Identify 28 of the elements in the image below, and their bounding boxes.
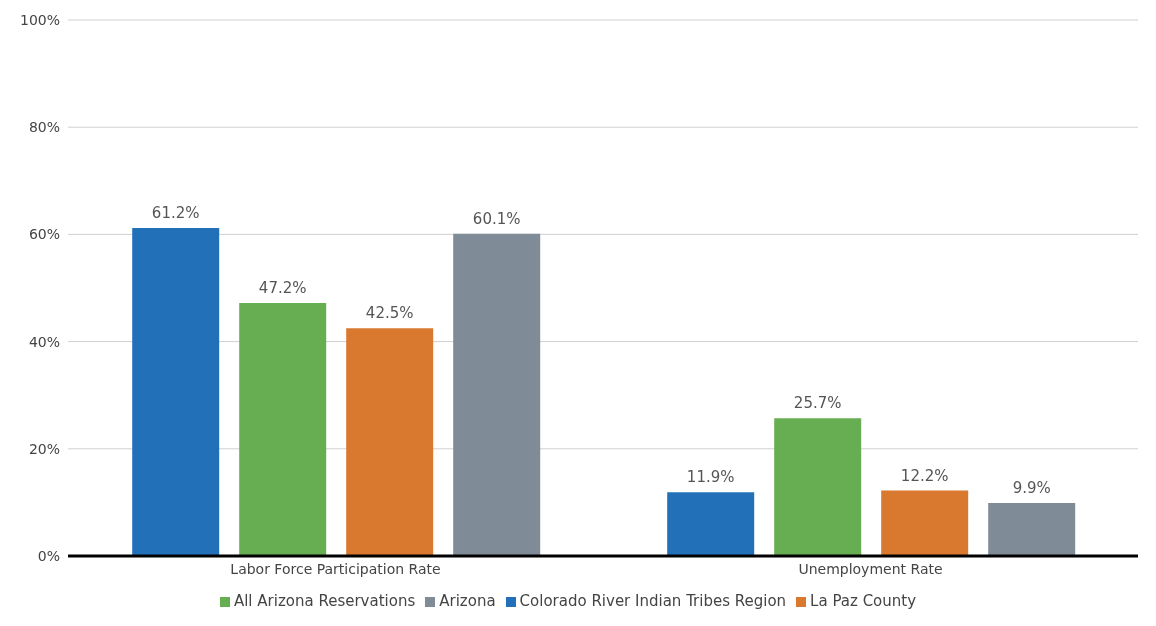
data-label: 25.7%: [793, 394, 842, 413]
bar: [132, 227, 220, 556]
data-label: 12.2%: [900, 466, 949, 485]
y-tick-label: 100%: [19, 11, 60, 28]
bar: [774, 418, 862, 556]
data-label: 47.2%: [258, 279, 307, 298]
x-tick-label: Unemployment Rate: [798, 560, 943, 577]
data-label: 42.5%: [365, 304, 414, 323]
legend-label: Colorado River Indian Tribes Region: [519, 592, 787, 610]
bar: [667, 492, 755, 556]
y-tick-label: 0%: [37, 547, 60, 564]
bar: [988, 502, 1076, 556]
data-label: 60.1%: [472, 209, 521, 228]
y-tick-label: 80%: [28, 119, 60, 136]
legend-label: All Arizona Reservations: [233, 592, 416, 610]
data-label: 61.2%: [151, 203, 200, 222]
data-label: 11.9%: [686, 468, 735, 487]
data-label: 9.9%: [1012, 478, 1051, 497]
bar: [346, 328, 434, 556]
x-tick-label: Labor Force Participation Rate: [230, 560, 441, 577]
bar: [881, 490, 969, 556]
legend-label: Arizona: [439, 592, 496, 610]
bar: [453, 233, 541, 556]
y-tick-label: 60%: [28, 226, 60, 243]
y-tick-label: 20%: [28, 440, 60, 457]
bar: [239, 303, 327, 556]
y-tick-label: 40%: [28, 333, 60, 350]
legend-label: La Paz County: [810, 592, 917, 610]
